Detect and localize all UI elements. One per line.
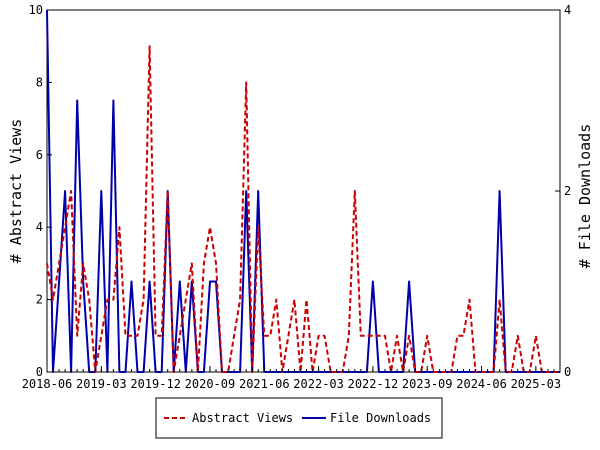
x-tick-label: 2021-06 [239,377,290,391]
x-tick-label: 2022-12 [348,377,399,391]
x-tick-label: 2022-03 [293,377,344,391]
y-axis-right: 0 2 4 [555,3,571,379]
legend-label-file-downloads: File Downloads [330,411,431,425]
legend: Abstract Views File Downloads [155,397,443,439]
series-line-abstract-views [46,45,560,373]
y-left-tick-label: 8 [36,75,43,89]
y-right-tick-label: 0 [564,365,571,379]
x-tick-label: 2019-03 [76,377,127,391]
x-tick-label: 2024-06 [456,377,507,391]
legend-box [155,397,443,439]
y-right-tick-label: 2 [564,184,571,198]
y-axis-left-title: # Abstract Views [7,119,25,264]
y-left-tick-label: 4 [36,220,43,234]
y-axis-right-title: # File Downloads [576,124,594,269]
legend-label-abstract-views: Abstract Views [192,411,293,425]
x-tick-label: 2025-03 [511,377,562,391]
x-tick-label: 2020-09 [185,377,236,391]
y-right-tick-label: 4 [564,3,571,17]
y-left-tick-label: 10 [29,3,43,17]
series-layer [46,9,560,373]
x-axis: 2018-06 2019-03 2019-12 2020-09 2021-06 2022-… [22,366,561,391]
y-left-tick-label: 6 [36,148,43,162]
x-tick-label: 2019-12 [130,377,181,391]
y-left-tick-label: 0 [36,365,43,379]
y-left-tick-label: 2 [36,293,43,307]
x-tick-label: 2023-09 [402,377,453,391]
y-axis-left: 0 2 4 6 8 10 [29,3,52,379]
x-tick-label: 2018-06 [22,377,73,391]
